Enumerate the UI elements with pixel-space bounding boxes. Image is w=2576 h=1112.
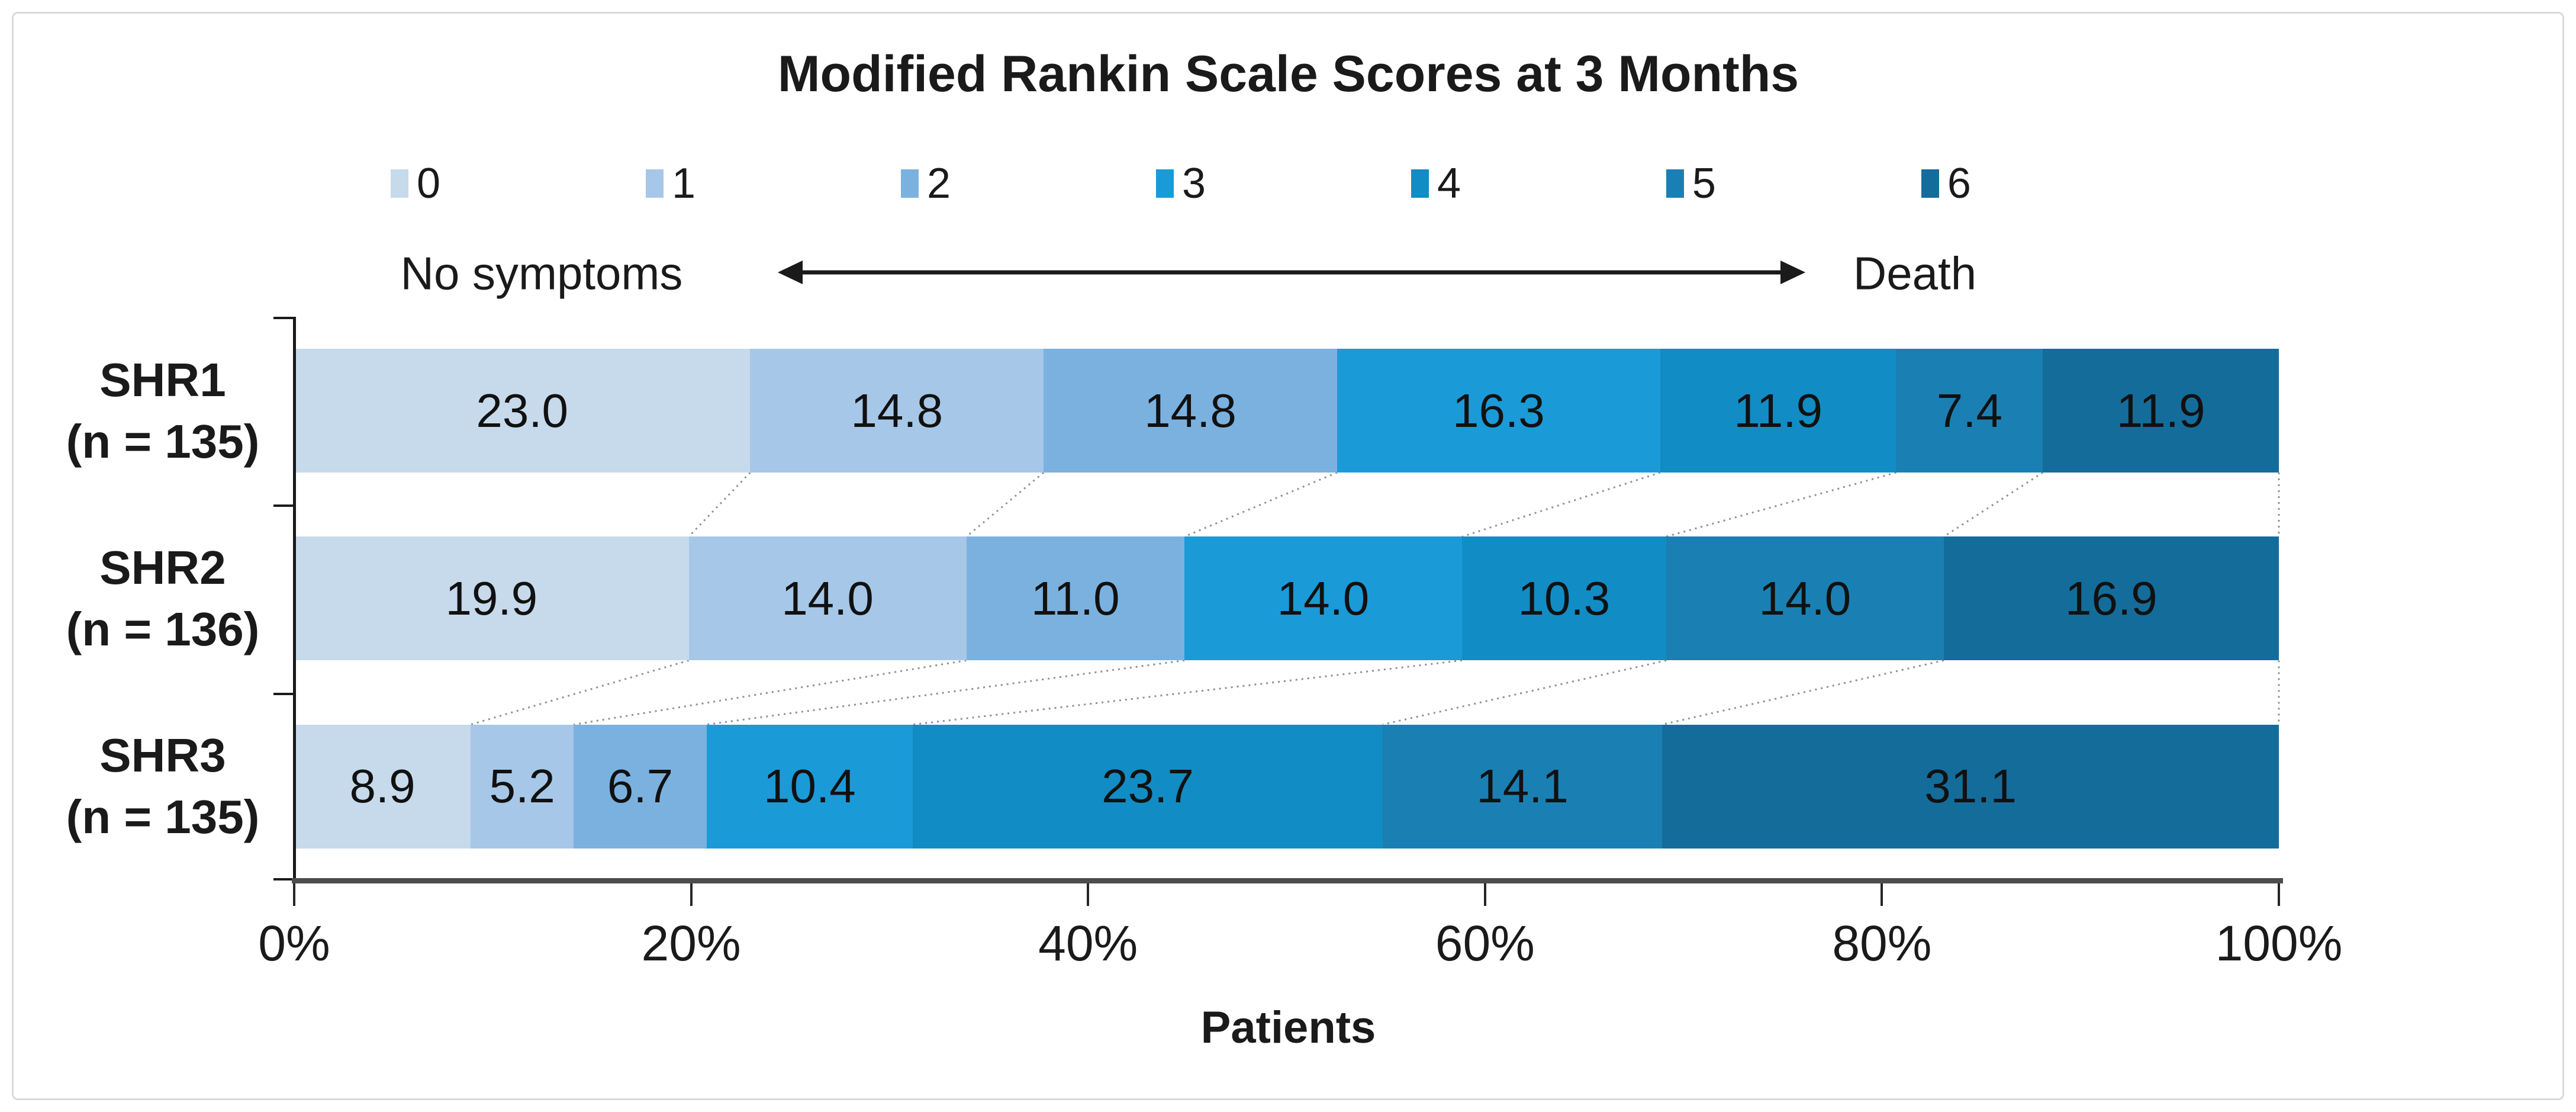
segment-value-label: 11.9	[2116, 384, 2205, 437]
segment-value-label: 5.2	[489, 760, 555, 813]
x-axis-tick-label: 100%	[2215, 915, 2343, 971]
segment-value-label: 14.8	[851, 384, 944, 437]
bar-segment-mrs-2: 6.7	[574, 724, 707, 849]
x-axis-tick	[1881, 883, 1883, 906]
x-axis-tick	[293, 883, 295, 906]
x-axis-tick	[1483, 883, 1486, 906]
bar-segment-mrs-5: 14.0	[1666, 536, 1944, 661]
segment-value-label: 14.1	[1476, 760, 1569, 813]
bar-segment-mrs-0: 23.0	[294, 349, 751, 473]
legend-item-label: 4	[1437, 160, 1461, 207]
plot-area: 23.0 14.8 14.8 16.3 11.9 7.4 11.9 19.9 14.0 11.0 1…	[294, 317, 2279, 880]
legend-item-label: 5	[1692, 160, 1716, 207]
legend-item-mrs-2: 2	[900, 160, 951, 207]
x-axis-tick-label: 40%	[1038, 915, 1138, 971]
annotation-right-label: Death	[1853, 247, 1977, 300]
y-axis-tick	[273, 317, 294, 319]
legend-item-mrs-1: 1	[645, 160, 696, 207]
legend-swatch-icon	[900, 169, 919, 198]
segment-value-label: 8.9	[349, 760, 416, 813]
y-axis-tick	[273, 692, 294, 695]
category-n: (n = 136)	[66, 602, 260, 655]
bar-segment-mrs-3: 14.0	[1184, 536, 1462, 661]
segment-value-label: 23.7	[1102, 760, 1194, 813]
category-label-shr2: SHR2 (n = 136)	[41, 537, 284, 660]
bar-segment-mrs-5: 7.4	[1896, 349, 2043, 473]
segment-value-label: 16.9	[2065, 571, 2158, 625]
legend-swatch-icon	[645, 169, 664, 198]
segment-value-label: 7.4	[1936, 384, 2002, 437]
legend: 0 1 2 3 4 5 6	[391, 155, 1971, 212]
segment-value-label: 31.1	[1924, 760, 2017, 813]
legend-swatch-icon	[1921, 169, 1939, 198]
x-axis-tick	[690, 883, 693, 906]
x-axis-tick	[1087, 883, 1090, 906]
bar-segment-mrs-3: 16.3	[1337, 349, 1660, 473]
x-axis-line	[292, 878, 2283, 883]
bar-segment-mrs-1: 5.2	[471, 724, 574, 849]
segment-value-label: 14.0	[1759, 571, 1852, 625]
legend-item-label: 0	[417, 160, 441, 207]
x-axis-tick-label: 60%	[1435, 915, 1535, 971]
stacked-bar-shr2: 19.9 14.0 11.0 14.0 10.3 14.0 16.9	[294, 536, 2279, 661]
legend-item-label: 2	[926, 160, 951, 207]
chart-title: Modified Rankin Scale Scores at 3 Months	[777, 46, 1799, 102]
y-axis-tick	[273, 878, 294, 880]
bar-segment-mrs-3: 10.4	[706, 724, 913, 849]
segment-value-label: 14.0	[1277, 571, 1370, 625]
y-axis-line	[293, 317, 296, 880]
segment-value-label: 14.0	[781, 571, 874, 625]
annotation-left-label: No symptoms	[400, 247, 683, 300]
x-axis-tick-label: 0%	[258, 915, 330, 971]
segment-value-label: 19.9	[445, 571, 538, 625]
legend-swatch-icon	[1155, 169, 1174, 198]
bar-segment-mrs-4: 23.7	[913, 724, 1383, 849]
bar-segment-mrs-6: 16.9	[1943, 536, 2279, 661]
x-axis-tick	[2278, 883, 2280, 906]
bar-segment-mrs-0: 8.9	[294, 724, 471, 849]
x-axis-tick-label: 80%	[1832, 915, 1932, 971]
bar-segment-mrs-1: 14.0	[688, 536, 967, 661]
x-axis-tick-label: 20%	[641, 915, 741, 971]
stacked-bar-shr1: 23.0 14.8 14.8 16.3 11.9 7.4 11.9	[294, 349, 2279, 473]
stacked-bar-shr3: 8.9 5.2 6.7 10.4 23.7 14.1 31.1	[294, 724, 2279, 849]
bar-segment-mrs-4: 10.3	[1461, 536, 1666, 661]
bar-segment-mrs-1: 14.8	[750, 349, 1044, 473]
category-name: SHR2	[99, 541, 226, 594]
legend-item-mrs-6: 6	[1921, 162, 1971, 205]
x-axis-title: Patients	[1200, 1002, 1376, 1053]
category-n: (n = 135)	[66, 414, 260, 468]
segment-value-label: 6.7	[607, 760, 674, 813]
legend-item-mrs-0: 0	[391, 162, 440, 205]
legend-item-label: 3	[1181, 160, 1206, 207]
legend-swatch-icon	[1411, 169, 1429, 198]
bar-segment-mrs-0: 19.9	[294, 536, 689, 661]
legend-swatch-icon	[391, 169, 408, 198]
category-label-shr3: SHR3 (n = 135)	[41, 725, 284, 848]
segment-value-label: 11.9	[1734, 384, 1823, 437]
bar-segment-mrs-6: 11.9	[2043, 349, 2279, 473]
bar-segment-mrs-6: 31.1	[1662, 724, 2279, 849]
category-name: SHR1	[99, 353, 226, 406]
segment-value-label: 14.8	[1144, 384, 1237, 437]
legend-item-mrs-4: 4	[1411, 162, 1461, 205]
legend-swatch-icon	[1666, 169, 1684, 198]
segment-value-label: 16.3	[1453, 384, 1545, 437]
segment-value-label: 10.3	[1518, 571, 1611, 625]
legend-item-mrs-3: 3	[1155, 160, 1206, 207]
segment-value-label: 10.4	[764, 760, 856, 813]
bar-segment-mrs-5: 14.1	[1382, 724, 1663, 849]
legend-item-label: 6	[1947, 160, 1971, 207]
bar-segment-mrs-2: 11.0	[966, 536, 1184, 661]
category-name: SHR3	[99, 729, 226, 782]
legend-item-mrs-5: 5	[1666, 162, 1716, 205]
segment-value-label: 11.0	[1031, 571, 1120, 625]
segment-value-label: 23.0	[476, 384, 569, 437]
category-label-shr1: SHR1 (n = 135)	[41, 349, 284, 473]
category-n: (n = 135)	[66, 790, 260, 844]
y-axis-tick	[273, 504, 294, 507]
bar-segment-mrs-2: 14.8	[1044, 349, 1337, 473]
legend-item-label: 1	[671, 160, 696, 207]
bar-segment-mrs-4: 11.9	[1660, 349, 1896, 473]
